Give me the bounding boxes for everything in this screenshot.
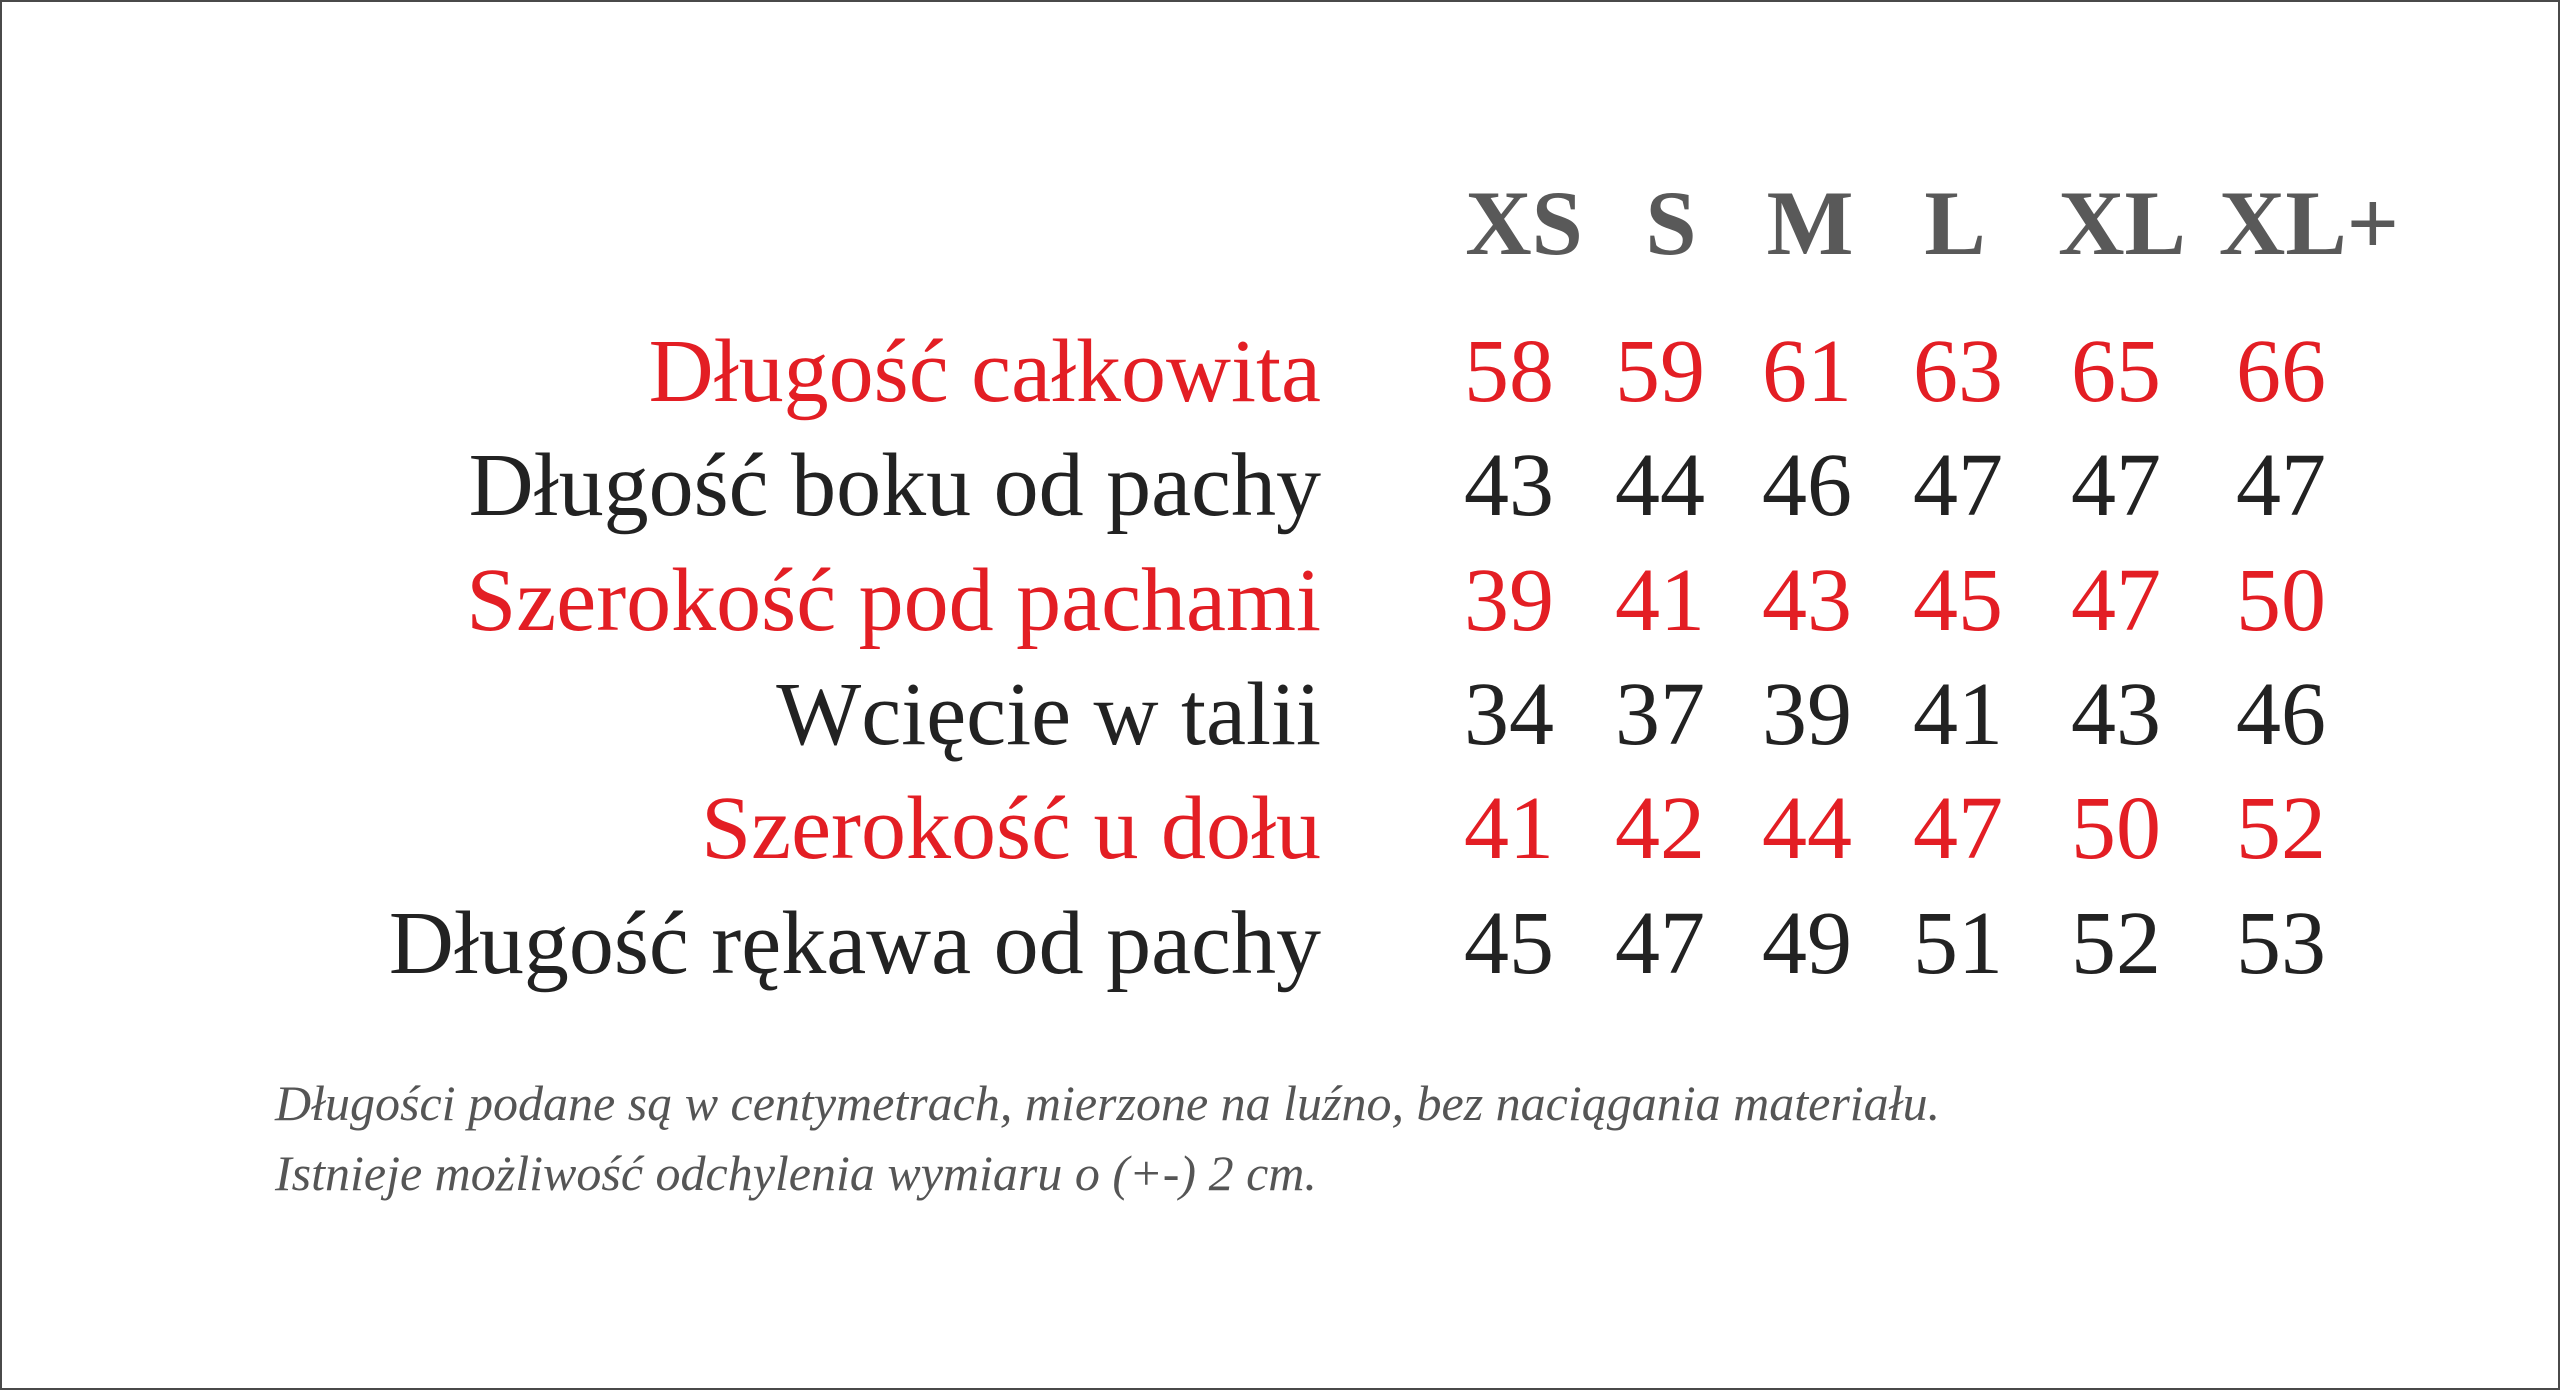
row-label: Szerokość pod pachami xyxy=(466,551,1321,650)
size-header-xl-plus: XL+ xyxy=(2218,172,2400,274)
cell-value: 59 xyxy=(1615,322,1705,421)
cell-value: 34 xyxy=(1464,665,1554,764)
cell-value: 52 xyxy=(2071,894,2161,993)
size-header-xl: XL xyxy=(2058,172,2186,274)
cell-value: 43 xyxy=(1464,436,1554,535)
cell-value: 47 xyxy=(2071,551,2161,650)
cell-value: 41 xyxy=(1913,665,2003,764)
row-label: Długość rękawa od pachy xyxy=(388,894,1321,993)
cell-value: 39 xyxy=(1464,551,1554,650)
row-label: Wcięcie w talii xyxy=(776,665,1321,764)
cell-value: 47 xyxy=(1913,436,2003,535)
cell-value: 47 xyxy=(1913,779,2003,878)
cell-value: 46 xyxy=(1762,436,1852,535)
row-label: Długość całkowita xyxy=(648,322,1321,421)
cell-value: 42 xyxy=(1615,779,1705,878)
size-header-s: S xyxy=(1645,172,1697,274)
cell-value: 47 xyxy=(2236,436,2326,535)
cell-value: 37 xyxy=(1615,665,1705,764)
cell-value: 44 xyxy=(1615,436,1705,535)
cell-value: 45 xyxy=(1913,551,2003,650)
cell-value: 53 xyxy=(2236,894,2326,993)
size-header-l: L xyxy=(1924,172,1986,274)
cell-value: 58 xyxy=(1464,322,1554,421)
cell-value: 44 xyxy=(1762,779,1852,878)
cell-value: 39 xyxy=(1762,665,1852,764)
cell-value: 50 xyxy=(2236,551,2326,650)
cell-value: 47 xyxy=(1615,894,1705,993)
footnote-units: Długości podane są w centymetrach, mierz… xyxy=(275,1075,1941,1131)
size-header-xs: XS xyxy=(1465,172,1583,274)
row-label: Szerokość u dołu xyxy=(701,779,1321,878)
cell-value: 51 xyxy=(1913,894,2003,993)
cell-value: 41 xyxy=(1615,551,1705,650)
cell-value: 45 xyxy=(1464,894,1554,993)
cell-value: 65 xyxy=(2071,322,2161,421)
size-header-m: M xyxy=(1766,172,1854,274)
cell-value: 50 xyxy=(2071,779,2161,878)
footnote-tolerance: Istnieje możliwość odchylenia wymiaru o … xyxy=(275,1145,1317,1201)
cell-value: 52 xyxy=(2236,779,2326,878)
cell-value: 43 xyxy=(2071,665,2161,764)
cell-value: 49 xyxy=(1762,894,1852,993)
cell-value: 61 xyxy=(1762,322,1852,421)
cell-value: 46 xyxy=(2236,665,2326,764)
cell-value: 63 xyxy=(1913,322,2003,421)
cell-value: 47 xyxy=(2071,436,2161,535)
cell-value: 66 xyxy=(2236,322,2326,421)
row-label: Długość boku od pachy xyxy=(468,436,1321,535)
cell-value: 43 xyxy=(1762,551,1852,650)
cell-value: 41 xyxy=(1464,779,1554,878)
